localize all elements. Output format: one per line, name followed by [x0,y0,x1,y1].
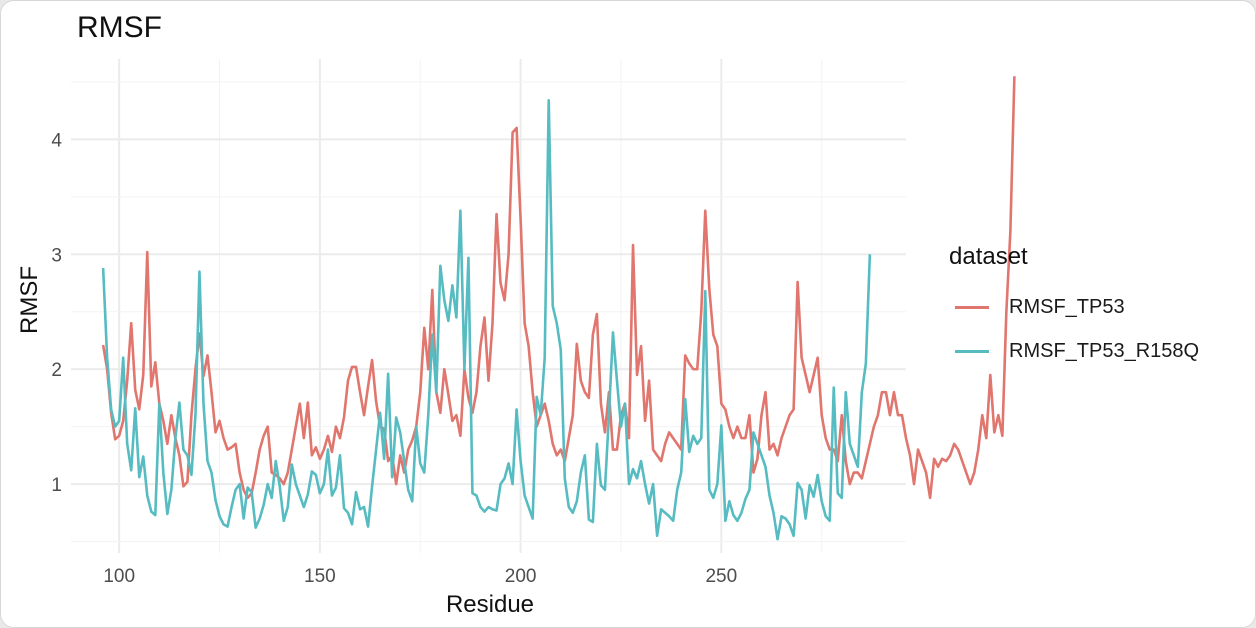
x-tick-label: 250 [705,566,737,587]
y-tick-label: 3 [51,245,62,266]
legend: dataset RMSF_TP53 RMSF_TP53_R158Q [949,243,1199,373]
x-tick-label: 200 [505,566,537,587]
series-lines [101,76,1016,541]
legend-label-tp53-r158q: RMSF_TP53_R158Q [1009,339,1200,362]
legend-label-tp53: RMSF_TP53 [1009,295,1125,318]
x-tick-label: 100 [103,566,135,587]
legend-key-tp53-r158q [955,349,989,353]
y-axis-title: RMSF [16,266,43,334]
gridlines [71,59,906,553]
y-tick-label: 2 [51,360,62,381]
series-line-1 [101,76,1016,500]
legend-item-tp53-r158q: RMSF_TP53_R158Q [949,329,1199,373]
x-axis-title: Residue [446,591,534,618]
x-tick-labels: 100 150 200 250 [103,566,737,587]
legend-title: dataset [949,243,1028,270]
legend-key-tp53 [955,305,989,309]
chart-title: RMSF [77,11,162,44]
legend-item-tp53: RMSF_TP53 [949,285,1199,329]
series-line-2 [101,99,872,541]
x-tick-label: 150 [304,566,336,587]
y-tick-label: 4 [51,130,62,151]
y-tick-labels: 1 2 3 4 [51,130,62,496]
y-tick-label: 1 [51,475,62,496]
